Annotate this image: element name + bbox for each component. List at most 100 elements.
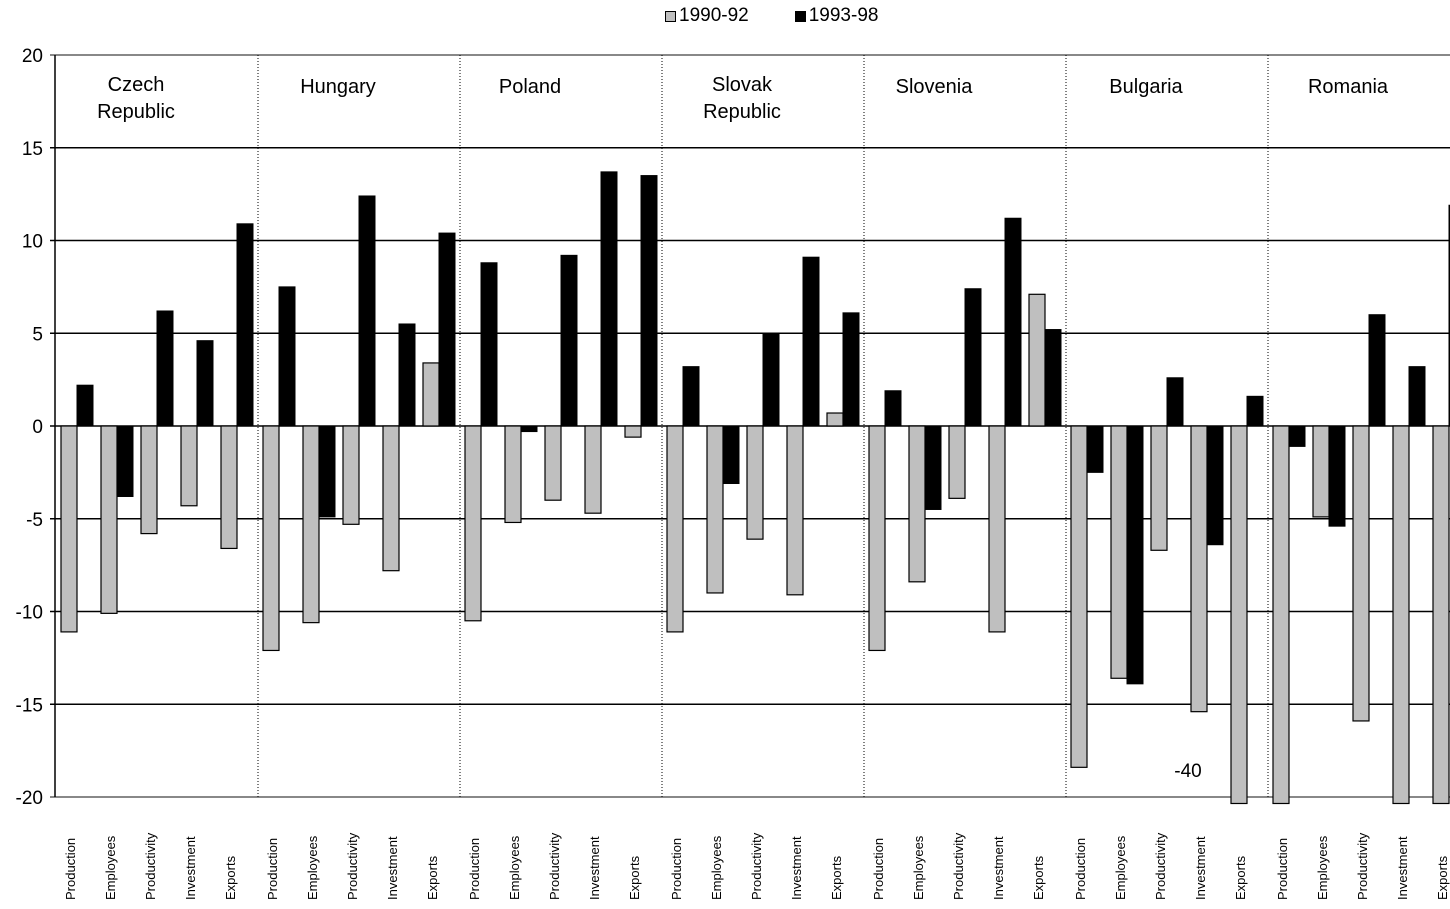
bar-1993-98: [236, 223, 254, 427]
bar-1993-98: [964, 288, 982, 427]
bar-1993-98: [802, 256, 820, 427]
bar-1990-92: [868, 425, 886, 652]
group-label: Slovak: [712, 74, 773, 96]
bar-1993-98: [318, 425, 336, 518]
x-tick-label: Production: [1073, 838, 1088, 900]
bar-1993-98: [358, 195, 376, 427]
bar-1990-92: [786, 425, 804, 596]
bar-1990-92: [342, 425, 360, 525]
bar-1990-92: [746, 425, 764, 540]
x-tick-label: Production: [63, 838, 78, 900]
legend: 1990-92 1993-98: [665, 5, 878, 27]
x-tick-label: Investment: [991, 836, 1006, 900]
x-tick-label: Exports: [627, 855, 642, 900]
bar-1990-92: [302, 425, 320, 624]
bar-1990-92: [1230, 425, 1248, 805]
bar-1993-98: [116, 425, 134, 497]
bar-1993-98: [762, 332, 780, 427]
x-tick-label: Productivity: [1153, 832, 1168, 900]
bar-1993-98: [1328, 425, 1346, 527]
legend-swatch-1993-98: [794, 10, 806, 22]
bar-1993-98: [398, 323, 416, 427]
x-tick-label: Exports: [425, 855, 440, 900]
x-tick-label: Employees: [305, 835, 320, 900]
y-tick-label: -15: [16, 695, 43, 716]
y-tick-label: -10: [16, 603, 43, 624]
bar-1990-92: [1110, 425, 1128, 679]
bar-1990-92: [504, 425, 522, 524]
y-tick-label: 0: [32, 417, 43, 438]
bar-1993-98: [1086, 425, 1104, 473]
bar-1990-92: [1150, 425, 1168, 551]
y-tick-label: 20: [22, 46, 43, 67]
legend-label-1993-98: 1993-98: [808, 5, 879, 26]
x-tick-label: Production: [669, 838, 684, 900]
bar-1990-92: [140, 425, 158, 535]
x-tick-label: Production: [467, 838, 482, 900]
bar-1993-98: [560, 254, 578, 427]
x-tick-label: Productivity: [749, 832, 764, 900]
bar-1993-98: [1288, 425, 1306, 447]
bar-1990-92: [908, 425, 926, 583]
bar-1993-98: [640, 175, 658, 427]
x-tick-label: Investment: [385, 836, 400, 900]
bar-1993-98: [480, 262, 498, 427]
bar-1990-92: [624, 425, 642, 438]
x-tick-label: Investment: [789, 836, 804, 900]
x-tick-label: Productivity: [1355, 832, 1370, 900]
group-label: Poland: [499, 76, 561, 98]
bar-1990-92: [1392, 425, 1410, 805]
bar-1990-92: [262, 425, 280, 652]
bar-1990-92: [464, 425, 482, 622]
x-tick-label: Investment: [1395, 836, 1410, 900]
group-label: Czech: [108, 74, 165, 96]
x-tick-label: Employees: [709, 835, 724, 900]
x-tick-label: Exports: [829, 855, 844, 900]
bar-1990-92: [706, 425, 724, 594]
x-tick-label: Employees: [507, 835, 522, 900]
bar-1993-98: [1044, 329, 1062, 427]
y-tick-label: 15: [22, 139, 43, 160]
group-label: Republic: [97, 101, 175, 123]
bar-1990-92: [100, 425, 118, 614]
bar-1990-92: [948, 425, 966, 499]
x-tick-label: Investment: [1193, 836, 1208, 900]
x-tick-label: Exports: [1031, 855, 1046, 900]
bar-1993-98: [722, 425, 740, 485]
x-tick-label: Investment: [183, 836, 198, 900]
bar-1993-98: [1246, 395, 1264, 427]
bar-1990-92: [60, 425, 78, 633]
bar-1993-98: [884, 390, 902, 427]
group-label: Bulgaria: [1109, 76, 1183, 98]
group-label: Republic: [703, 101, 781, 123]
bar-1990-92: [422, 362, 440, 427]
bar-1993-98: [842, 312, 860, 427]
bar-1993-98: [1166, 377, 1184, 427]
bar-1990-92: [1028, 293, 1046, 427]
bar-1993-98: [600, 171, 618, 427]
bar-1993-98: [1206, 425, 1224, 546]
x-tick-label: Productivity: [143, 832, 158, 900]
bar-1993-98: [76, 384, 94, 427]
bar-1993-98: [682, 366, 700, 427]
bar-1990-92: [220, 425, 238, 550]
y-tick-label: 10: [22, 232, 43, 253]
bar-1993-98: [156, 310, 174, 427]
x-tick-label: Exports: [1435, 855, 1450, 900]
bar-1990-92: [826, 412, 844, 427]
x-tick-label: Employees: [1315, 835, 1330, 900]
bar-1993-98: [438, 232, 456, 427]
group-label: Romania: [1308, 76, 1389, 98]
bar-1993-98: [1004, 217, 1022, 427]
group-label: Hungary: [300, 76, 376, 98]
bar-1990-92: [988, 425, 1006, 633]
x-tick-label: Productivity: [345, 832, 360, 900]
group-label: Slovenia: [896, 76, 974, 98]
bar-1993-98: [1368, 314, 1386, 427]
bar-1990-92: [1190, 425, 1208, 713]
y-tick-label: -20: [16, 788, 43, 809]
x-tick-label: Employees: [911, 835, 926, 900]
x-tick-label: Exports: [1233, 855, 1248, 900]
legend-item-1990-92: 1990-92: [665, 5, 749, 27]
